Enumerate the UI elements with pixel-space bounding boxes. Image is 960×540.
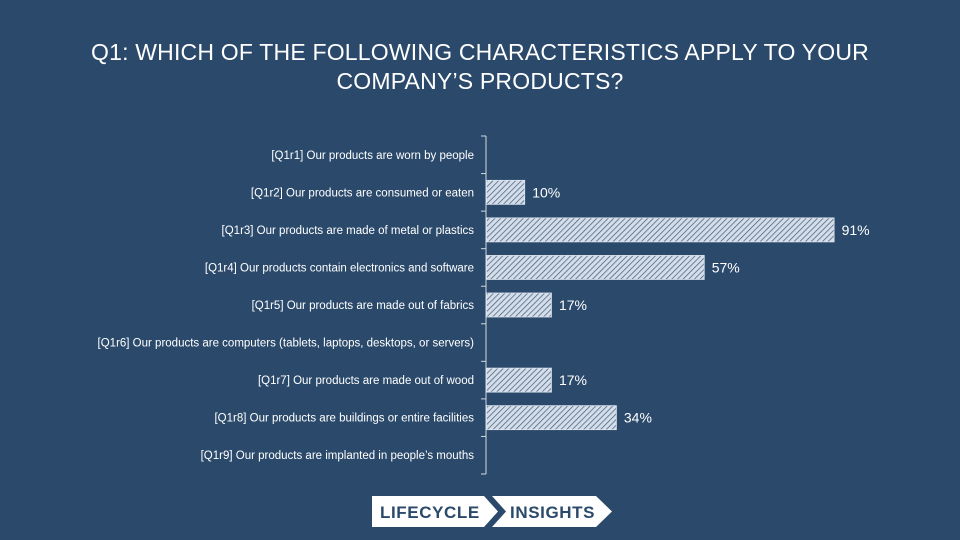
category-label: [Q1r2] Our products are consumed or eate… [251, 187, 474, 199]
data-label: 17% [559, 372, 587, 388]
category-label: [Q1r5] Our products are made out of fabr… [252, 300, 475, 312]
category-label: [Q1r8] Our products are buildings or ent… [214, 413, 474, 425]
bar-chart: [Q1r1] Our products are worn by people [Q… [98, 135, 870, 475]
data-label: 34% [624, 410, 652, 426]
lifecycle-insights-logo: LIFECYCLE INSIGHTS [372, 496, 612, 527]
data-label: 10% [532, 184, 560, 200]
bar [486, 255, 705, 280]
logo-left-text: LIFECYCLE [380, 503, 480, 522]
chart-title: Q1: WHICH OF THE FOLLOWING CHARACTERISTI… [0, 38, 960, 96]
category-label: [Q1r3] Our products are made of metal or… [222, 225, 475, 237]
data-label: 57% [712, 259, 740, 275]
category-label: [Q1r6] Our products are computers (table… [98, 338, 475, 350]
bar [486, 405, 617, 431]
chart-title-line-2: COMPANY’S PRODUCTS? [336, 68, 624, 94]
data-label: 17% [559, 297, 587, 313]
bar [486, 367, 552, 393]
category-label: [Q1r4] Our products contain electronics … [205, 262, 474, 274]
bar [486, 179, 526, 205]
category-label: [Q1r1] Our products are worn by people [271, 150, 474, 162]
data-label: 91% [842, 222, 870, 238]
logo-right-text: INSIGHTS [510, 503, 595, 522]
logo-left-block [372, 496, 498, 527]
bar [486, 292, 552, 318]
category-label: [Q1r9] Our products are implanted in peo… [201, 450, 475, 462]
logo-right-block [492, 496, 612, 527]
bar [486, 217, 835, 243]
category-label: [Q1r7] Our products are made out of wood [258, 375, 474, 387]
chart-title-line-1: Q1: WHICH OF THE FOLLOWING CHARACTERISTI… [90, 39, 869, 65]
